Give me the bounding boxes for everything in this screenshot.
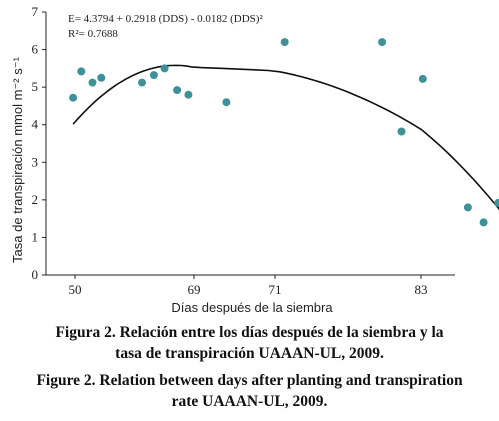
data-point [494, 198, 499, 207]
x-tick-label: 71 [269, 282, 282, 297]
data-point [138, 78, 146, 87]
data-point [97, 73, 106, 82]
y-tick-label: 6 [32, 42, 39, 57]
data-point [160, 64, 169, 73]
data-point [222, 98, 231, 107]
figure-caption-english: Figure 2. Relation between days after pl… [0, 370, 499, 412]
caption-es-line-2: tasa de transpiración UAAAN-UL, 2009. [115, 345, 384, 362]
data-point [88, 78, 97, 87]
scatter-chart: 0 1 2 3 4 5 6 7 50 69 71 83 E= 4.3794 + 0.2918 (DD… [10, 4, 499, 315]
data-point [378, 38, 387, 47]
caption-es-line-1: Figura 2. Relación entre los días despué… [55, 324, 444, 341]
y-tick-label: 3 [32, 154, 39, 169]
data-point [69, 93, 78, 102]
x-tick-label: 83 [415, 282, 428, 297]
y-tick-label: 1 [32, 229, 39, 244]
y-tick-label: 7 [32, 4, 39, 19]
data-point [397, 127, 406, 136]
data-point [77, 67, 86, 76]
x-tick-label: 69 [188, 282, 201, 297]
x-axis-label: Días después de la siembra [171, 300, 333, 315]
data-point [149, 71, 158, 80]
data-point [418, 74, 427, 83]
regression-equation: E= 4.3794 + 0.2918 (DDS) - 0.0182 (DDS)² [68, 13, 263, 25]
y-tick-label: 4 [32, 117, 39, 132]
data-point [463, 203, 472, 212]
x-axis-ticks: 50 69 71 83 [69, 275, 428, 297]
data-point [280, 38, 289, 47]
regression-curve [72, 64, 499, 211]
data-point [479, 218, 488, 227]
x-tick-label: 50 [69, 282, 82, 297]
caption-en-line-1: Figure 2. Relation between days after pl… [36, 372, 463, 389]
data-point [173, 86, 182, 95]
y-tick-label: 5 [32, 79, 39, 94]
caption-en-line-2: rate UAAAN-UL, 2009. [171, 393, 328, 410]
figure-caption-spanish: Figura 2. Relación entre los días despué… [0, 322, 499, 364]
y-tick-label: 0 [32, 267, 39, 282]
data-point [184, 90, 193, 99]
y-axis-ticks: 0 1 2 3 4 5 6 7 [32, 4, 46, 282]
r-squared-label: R²= 0.7688 [68, 28, 118, 40]
y-axis-label: Tasa de transpiración mmol m⁻² s⁻¹ [10, 56, 25, 263]
data-points [69, 38, 499, 227]
y-tick-label: 2 [32, 192, 39, 207]
